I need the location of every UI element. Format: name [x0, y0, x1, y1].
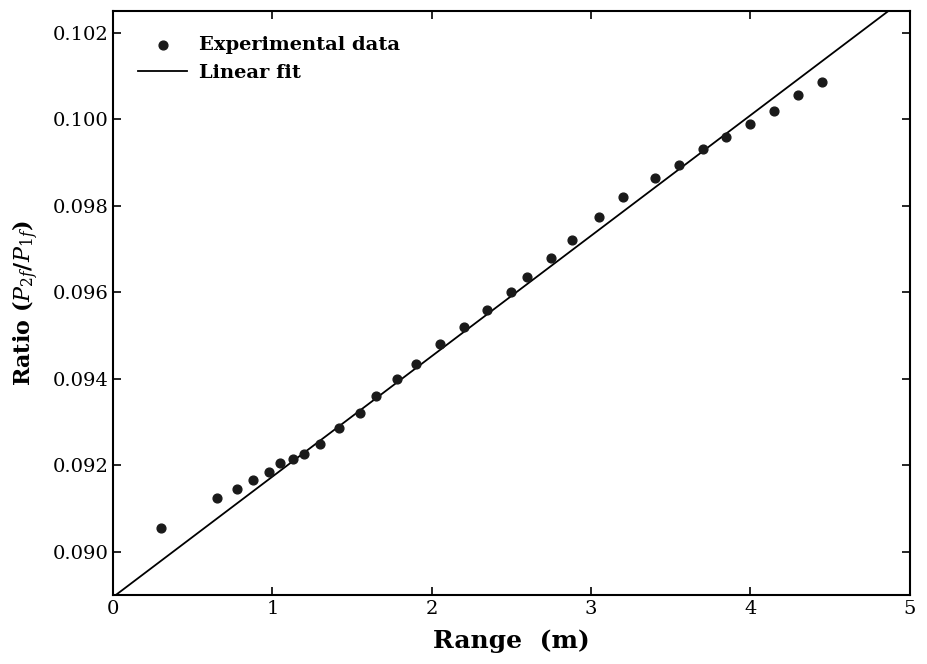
Experimental data [273, 457, 287, 468]
Experimental data [767, 106, 781, 116]
Experimental data [389, 373, 404, 384]
Experimental data [743, 118, 757, 129]
Linear fit [870, 17, 882, 25]
Experimental data [616, 192, 630, 203]
Experimental data [544, 252, 559, 263]
Experimental data [409, 359, 424, 369]
Experimental data [815, 77, 830, 88]
Linear fit [231, 499, 242, 507]
Linear fit [109, 592, 121, 600]
Linear fit [76, 617, 87, 625]
Legend: Experimental data, Linear fit: Experimental data, Linear fit [129, 27, 410, 92]
Experimental data [312, 438, 327, 449]
Linear fit [298, 449, 310, 457]
Experimental data [154, 523, 169, 533]
Experimental data [791, 90, 806, 101]
Experimental data [504, 287, 519, 297]
Experimental data [456, 321, 471, 332]
Experimental data [565, 235, 579, 246]
Experimental data [352, 408, 367, 418]
Experimental data [432, 339, 447, 349]
Line: Linear fit: Linear fit [82, 0, 918, 621]
Experimental data [246, 475, 260, 485]
Experimental data [230, 483, 245, 494]
Experimental data [591, 211, 606, 222]
Experimental data [480, 304, 495, 315]
X-axis label: Range  (m): Range (m) [433, 629, 590, 653]
Experimental data [520, 272, 535, 282]
Experimental data [261, 466, 276, 477]
Experimental data [297, 449, 311, 459]
Experimental data [286, 454, 300, 464]
Experimental data [695, 144, 710, 155]
Experimental data [210, 492, 224, 503]
Experimental data [332, 423, 347, 434]
Experimental data [671, 159, 686, 170]
Experimental data [719, 131, 734, 142]
Experimental data [369, 390, 384, 401]
Experimental data [647, 172, 662, 183]
Linear fit [841, 39, 852, 47]
Y-axis label: Ratio ($P_{2f}$/$P_{1f}$): Ratio ($P_{2f}$/$P_{1f}$) [11, 220, 41, 386]
Linear fit [126, 579, 137, 587]
